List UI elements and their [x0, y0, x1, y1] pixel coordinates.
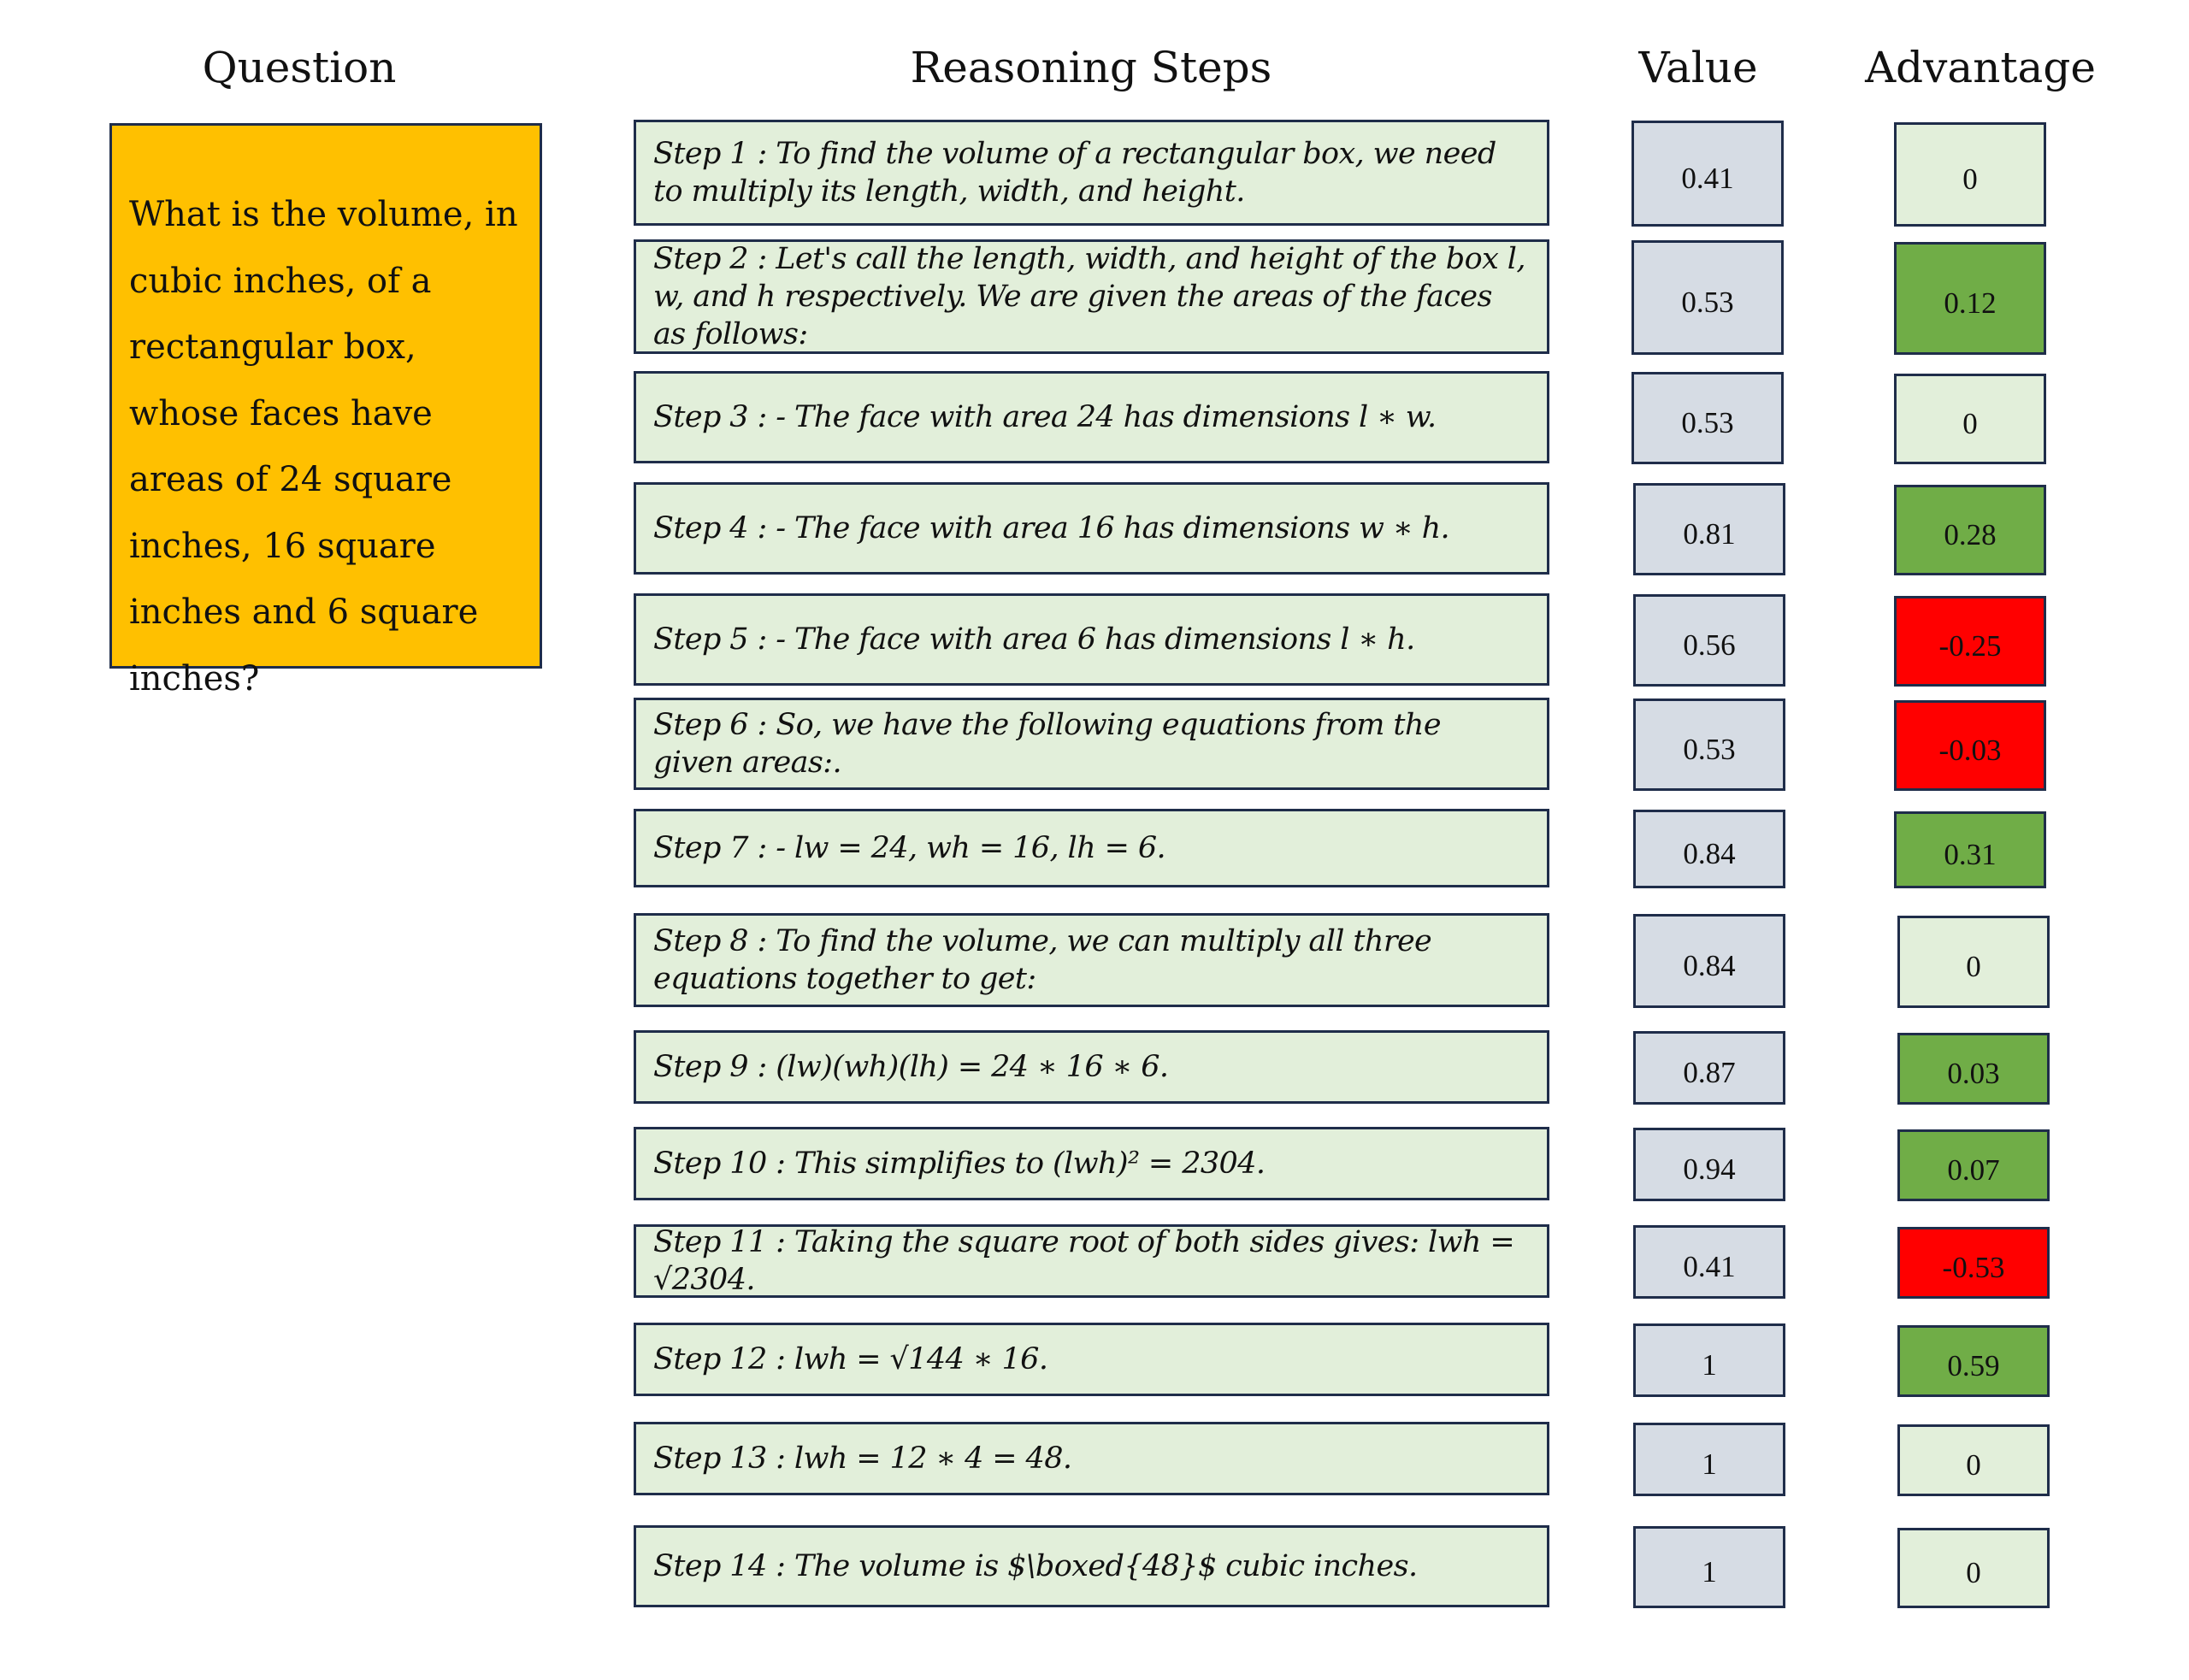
step-box: Step 4 : - The face with area 16 has dim… [634, 482, 1549, 575]
value-cell: 0.41 [1631, 121, 1784, 227]
advantage-cell: 0.59 [1897, 1325, 2050, 1397]
step-text: Step 12 : lwh = √144 ∗ 16. [653, 1342, 1048, 1376]
advantage-cell: 0 [1897, 916, 2050, 1008]
value-header: Value [1638, 43, 1758, 92]
value-cell: 0.81 [1633, 483, 1785, 575]
advantage-cell: 0.03 [1897, 1033, 2050, 1105]
question-text: What is the volume, in cubic inches, of … [129, 195, 518, 699]
step-text: Step 3 : - The face with area 24 has dim… [653, 400, 1437, 434]
step-box: Step 10 : This simplifies to (lwh)² = 23… [634, 1127, 1549, 1200]
advantage-cell: 0 [1894, 122, 2046, 227]
step-text: Step 14 : The volume is $\boxed{48}$ cub… [653, 1549, 1418, 1583]
advantage-cell: -0.03 [1894, 700, 2046, 791]
step-text: Step 4 : - The face with area 16 has dim… [653, 511, 1450, 545]
step-box: Step 11 : Taking the square root of both… [634, 1224, 1549, 1298]
reasoning-steps-header: Reasoning Steps [910, 43, 1272, 92]
value-cell: 0.53 [1631, 240, 1784, 355]
value-cell: 0.94 [1633, 1128, 1785, 1201]
step-box: Step 12 : lwh = √144 ∗ 16. [634, 1323, 1549, 1396]
step-text: Step 2 : Let's call the length, width, a… [653, 242, 1525, 351]
advantage-cell: 0.07 [1897, 1129, 2050, 1201]
step-text: Step 10 : This simplifies to (lwh)² = 23… [653, 1147, 1266, 1181]
step-box: Step 9 : (lw)(wh)(lh) = 24 ∗ 16 ∗ 6. [634, 1030, 1549, 1104]
value-cell: 0.41 [1633, 1225, 1785, 1299]
advantage-cell: 0 [1897, 1424, 2050, 1496]
advantage-cell: 0.12 [1894, 242, 2046, 355]
step-text: Step 8 : To find the volume, we can mult… [653, 924, 1432, 996]
question-header: Question [202, 43, 397, 92]
advantage-cell: 0.31 [1894, 811, 2046, 888]
advantage-cell: -0.53 [1897, 1227, 2050, 1299]
step-box: Step 1 : To find the volume of a rectang… [634, 120, 1549, 226]
step-text: Step 1 : To find the volume of a rectang… [653, 137, 1496, 209]
step-text: Step 5 : - The face with area 6 has dime… [653, 622, 1415, 657]
value-cell: 1 [1633, 1323, 1785, 1397]
step-box: Step 5 : - The face with area 6 has dime… [634, 593, 1549, 686]
step-text: Step 13 : lwh = 12 ∗ 4 = 48. [653, 1441, 1072, 1476]
value-cell: 0.84 [1633, 810, 1785, 888]
step-text: Step 6 : So, we have the following equat… [653, 708, 1442, 780]
advantage-cell: 0.28 [1894, 485, 2046, 575]
step-text: Step 7 : - lw = 24, wh = 16, lh = 6. [653, 831, 1166, 865]
advantage-cell: 0 [1897, 1528, 2050, 1608]
step-text: Step 9 : (lw)(wh)(lh) = 24 ∗ 16 ∗ 6. [653, 1050, 1169, 1084]
value-cell: 1 [1633, 1526, 1785, 1608]
advantage-cell: -0.25 [1894, 596, 2046, 687]
question-box: What is the volume, in cubic inches, of … [109, 123, 542, 699]
value-cell: 1 [1633, 1423, 1785, 1496]
value-cell: 0.87 [1633, 1031, 1785, 1105]
step-box: Step 2 : Let's call the length, width, a… [634, 239, 1549, 354]
step-box: Step 6 : So, we have the following equat… [634, 698, 1549, 790]
step-box: Step 8 : To find the volume, we can mult… [634, 913, 1549, 1007]
value-cell: 0.84 [1633, 914, 1785, 1008]
step-box: Step 7 : - lw = 24, wh = 16, lh = 6. [634, 809, 1549, 887]
value-cell: 0.56 [1633, 594, 1785, 687]
advantage-header: Advantage [1865, 43, 2096, 92]
step-text: Step 11 : Taking the square root of both… [653, 1225, 1515, 1297]
value-cell: 0.53 [1631, 372, 1784, 464]
advantage-cell: 0 [1894, 374, 2046, 464]
step-box: Step 13 : lwh = 12 ∗ 4 = 48. [634, 1422, 1549, 1495]
value-cell: 0.53 [1633, 699, 1785, 791]
step-box: Step 14 : The volume is $\boxed{48}$ cub… [634, 1525, 1549, 1607]
step-box: Step 3 : - The face with area 24 has dim… [634, 371, 1549, 463]
